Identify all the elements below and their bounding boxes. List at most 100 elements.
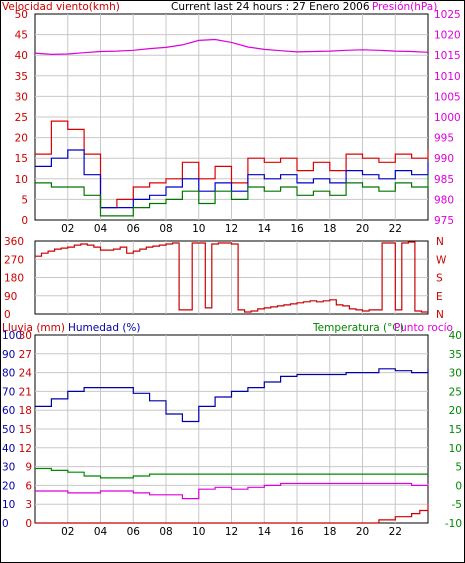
x-tick-label: 16	[290, 223, 304, 235]
rain-y-tick: 24	[19, 368, 33, 380]
pressure-y-tick: 990	[434, 153, 454, 165]
direction-y-tick: 90	[4, 291, 17, 303]
direction-compass-label: S	[436, 273, 443, 285]
humidity-y-tick: 10	[2, 499, 15, 511]
rain-y-tick: 12	[19, 443, 32, 455]
x-tick-label: 02	[61, 526, 74, 538]
temperature-y-tick: 10	[449, 443, 462, 455]
x-tick-label: 14	[258, 223, 272, 235]
grid-lines	[35, 14, 428, 523]
humidity-y-tick: 30	[2, 462, 15, 474]
humidity-y-tick: 90	[2, 349, 15, 361]
x-tick-label: 04	[94, 526, 108, 538]
temperature-y-tick: 5	[455, 462, 462, 474]
x-tick-label: 22	[389, 526, 402, 538]
pressure-y-tick: 1025	[434, 9, 461, 21]
temperature-y-tick: -10	[445, 518, 462, 530]
pressure-y-tick: 1005	[434, 91, 461, 103]
wind-y-tick: 35	[15, 71, 28, 83]
humidity-axis-title: Humedad (%)	[68, 322, 141, 334]
x-tick-label: 10	[192, 223, 205, 235]
direction-y-tick: 0	[4, 309, 11, 321]
wind-y-tick: 0	[21, 215, 28, 227]
series-lines	[34, 38, 429, 524]
rain-y-tick: 3	[25, 499, 32, 511]
direction-y-tick: 360	[4, 236, 24, 248]
x-tick-label: 20	[356, 526, 369, 538]
x-tick-label: 06	[127, 223, 141, 235]
humidity-y-tick: 100	[2, 330, 22, 342]
rain-axis-title: Lluvia (mm)	[2, 322, 65, 334]
direction-compass-label: N	[436, 309, 444, 321]
pressure-y-tick: 1010	[434, 71, 461, 83]
humidity-y-tick: 70	[2, 386, 15, 398]
wind-y-tick: 40	[15, 50, 28, 62]
wind-y-tick: 45	[15, 30, 28, 42]
rain-y-tick: 9	[25, 462, 32, 474]
series-humidity	[35, 368, 429, 423]
x-tick-label: 06	[127, 526, 141, 538]
pressure-y-tick: 985	[434, 174, 454, 186]
wind-y-tick: 15	[15, 153, 28, 165]
temperature-y-tick: 15	[449, 424, 462, 436]
humidity-y-tick: 40	[2, 443, 15, 455]
x-tick-label: 14	[258, 526, 272, 538]
x-tick-label: 18	[323, 526, 336, 538]
rain-y-tick: 21	[19, 386, 32, 398]
temperature-y-tick: 0	[455, 480, 462, 492]
x-tick-label: 02	[61, 223, 74, 235]
pressure-y-tick: 980	[434, 194, 454, 206]
wind-y-tick: 20	[15, 133, 28, 145]
temperature-y-tick: 40	[449, 330, 462, 342]
direction-compass-label: W	[436, 254, 447, 266]
x-tick-label: 10	[192, 526, 205, 538]
direction-compass-label: N	[436, 236, 444, 248]
wind-y-tick: 50	[15, 9, 28, 21]
x-tick-label: 12	[225, 526, 238, 538]
temperature-axis-title: Temperatura (°C)	[312, 322, 404, 334]
rain-y-tick: 15	[19, 424, 32, 436]
series-rain	[35, 504, 429, 524]
rain-y-tick: 6	[25, 480, 32, 492]
direction-y-tick: 270	[4, 254, 24, 266]
wind-y-tick: 25	[15, 112, 28, 124]
pressure-y-tick: 1000	[434, 112, 461, 124]
x-tick-label: 04	[94, 223, 108, 235]
pressure-y-tick: 975	[434, 215, 454, 227]
pressure-y-tick: 1020	[434, 30, 461, 42]
pressure-y-tick: 1015	[434, 50, 461, 62]
series-wind-gust	[35, 174, 429, 217]
x-tick-label: 20	[356, 223, 369, 235]
x-tick-label: 08	[159, 526, 172, 538]
direction-y-tick: 180	[4, 273, 24, 285]
x-tick-label: 08	[159, 223, 172, 235]
dewpoint-axis-title: Punto rocío	[394, 322, 453, 334]
rain-y-tick: 0	[25, 518, 32, 530]
series-wind-direction	[35, 241, 428, 313]
pressure-axis-title: Presión(hPa)	[372, 1, 437, 13]
x-tick-label: 22	[389, 223, 402, 235]
series-temperature	[35, 467, 428, 479]
rain-y-tick: 30	[19, 330, 32, 342]
x-tick-label: 18	[323, 223, 336, 235]
rain-y-tick: 27	[19, 349, 32, 361]
wind-axis-title: Velocidad viento(kmh)	[2, 1, 120, 13]
temperature-y-tick: 25	[449, 386, 462, 398]
rain-y-tick: 18	[19, 405, 32, 417]
temperature-y-tick: -5	[452, 499, 462, 511]
wind-y-tick: 5	[21, 194, 28, 206]
temperature-y-tick: 30	[449, 368, 462, 380]
wind-y-tick: 30	[15, 91, 28, 103]
wind-y-tick: 10	[15, 174, 28, 186]
humidity-y-tick: 80	[2, 368, 15, 380]
x-tick-label: 12	[225, 223, 238, 235]
temperature-y-tick: 35	[449, 349, 462, 361]
humidity-y-tick: 0	[2, 518, 9, 530]
x-tick-label: 16	[290, 526, 304, 538]
pressure-y-tick: 995	[434, 133, 454, 145]
humidity-y-tick: 20	[2, 480, 15, 492]
series-dewpoint	[35, 482, 429, 500]
